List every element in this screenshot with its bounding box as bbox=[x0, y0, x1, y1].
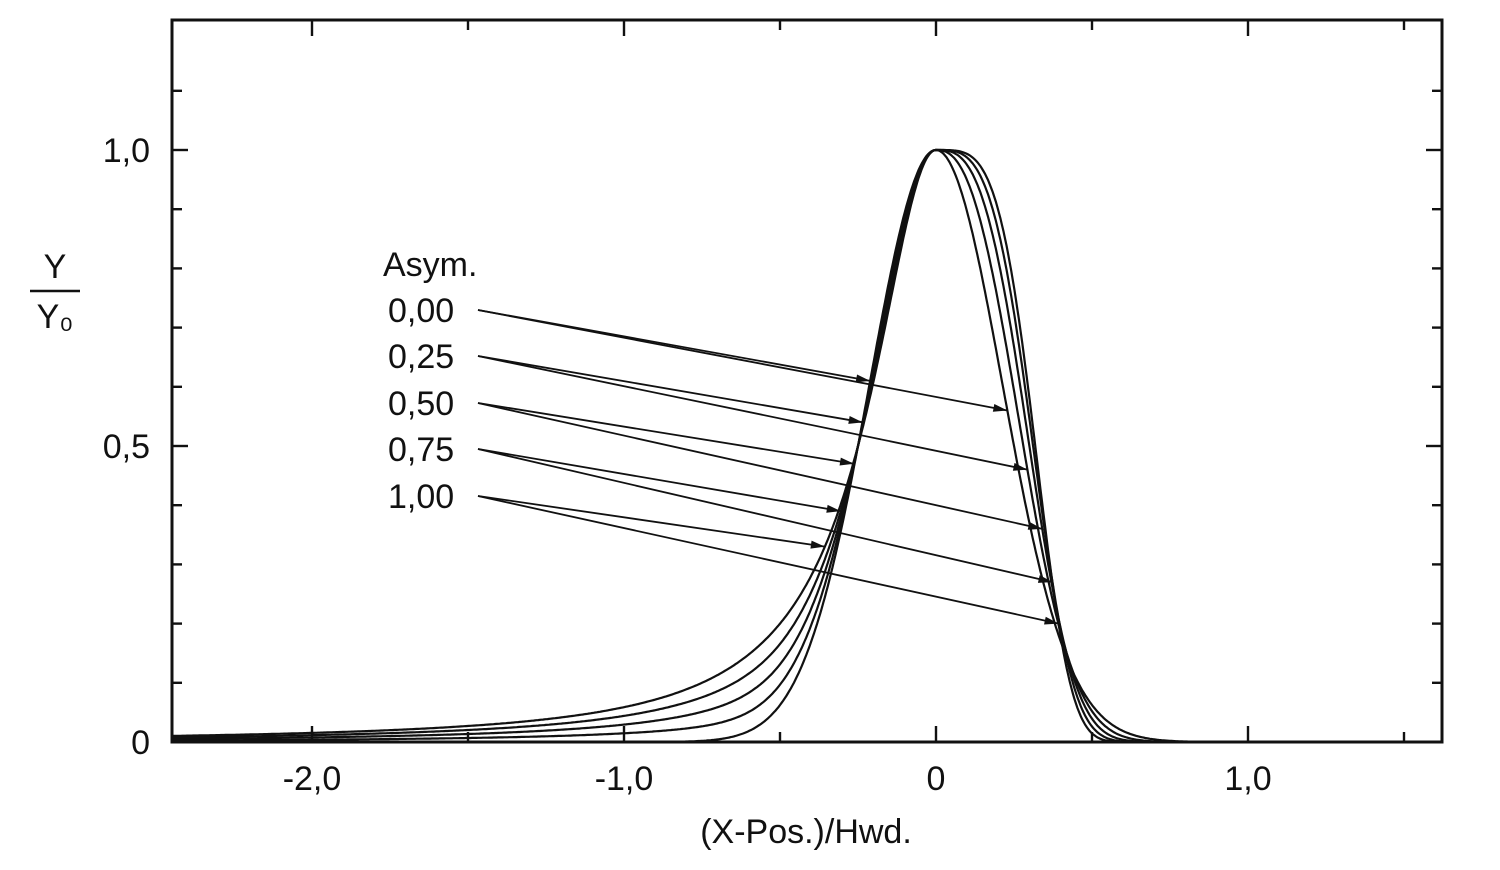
legend: 0,00 0,25 0,50 0,75 1,00 bbox=[388, 292, 454, 516]
pointer-arrowhead bbox=[1012, 462, 1028, 471]
pointer-arrowhead bbox=[1044, 616, 1059, 625]
tick-labels: -2,0 -1,0 0 1,000,51,0 bbox=[103, 132, 1272, 798]
legend-pointers bbox=[477, 309, 1059, 625]
x-tick-label: -2,0 bbox=[283, 760, 342, 798]
pointer-arrowhead bbox=[992, 403, 1008, 412]
pointer-right-1-00 bbox=[477, 495, 1059, 625]
x-axis-label: (X-Pos.)/Hwd. bbox=[700, 813, 912, 851]
legend-label-0-50: 0,50 bbox=[388, 385, 454, 423]
pointer-right-0-50 bbox=[477, 402, 1043, 530]
pointer-left-0-00 bbox=[477, 309, 871, 382]
y-axis-label-numerator: Y bbox=[44, 248, 67, 286]
pointer-arrowhead bbox=[855, 374, 871, 383]
pointer-left-0-50 bbox=[477, 402, 855, 465]
pointer-arrowhead bbox=[1027, 521, 1043, 530]
pointer-right-0-25 bbox=[477, 355, 1028, 471]
plot-frame bbox=[170, 18, 1444, 744]
legend-label-0-00: 0,00 bbox=[388, 292, 454, 330]
pointer-arrowhead bbox=[810, 540, 825, 549]
pointer-arrowhead bbox=[1037, 575, 1053, 583]
x-tick-label: 1,0 bbox=[1224, 760, 1271, 798]
x-tick-label: -1,0 bbox=[595, 760, 654, 798]
curves bbox=[171, 148, 1404, 744]
pointer-left-0-75 bbox=[477, 448, 841, 513]
pointer-left-1-00 bbox=[477, 495, 825, 548]
y-tick-label: 0 bbox=[131, 724, 150, 762]
x-tick-label: 0 bbox=[927, 760, 946, 798]
y-tick-label: 1,0 bbox=[103, 132, 150, 170]
legend-label-0-25: 0,25 bbox=[388, 338, 454, 376]
pointer-arrowhead bbox=[848, 416, 863, 424]
curve-asym-0-50 bbox=[171, 148, 1404, 744]
y-tick-label: 0,5 bbox=[103, 428, 150, 466]
pointer-arrowhead bbox=[839, 457, 855, 466]
legend-label-1-00: 1,00 bbox=[388, 478, 454, 516]
legend-label-0-75: 0,75 bbox=[388, 431, 454, 469]
pointer-right-0-75 bbox=[477, 448, 1053, 584]
y-axis-label-denominator: Y₀ bbox=[37, 298, 74, 336]
legend-title: Asym. bbox=[383, 246, 477, 284]
pointer-left-0-25 bbox=[477, 355, 863, 424]
pointer-arrowhead bbox=[826, 504, 841, 513]
